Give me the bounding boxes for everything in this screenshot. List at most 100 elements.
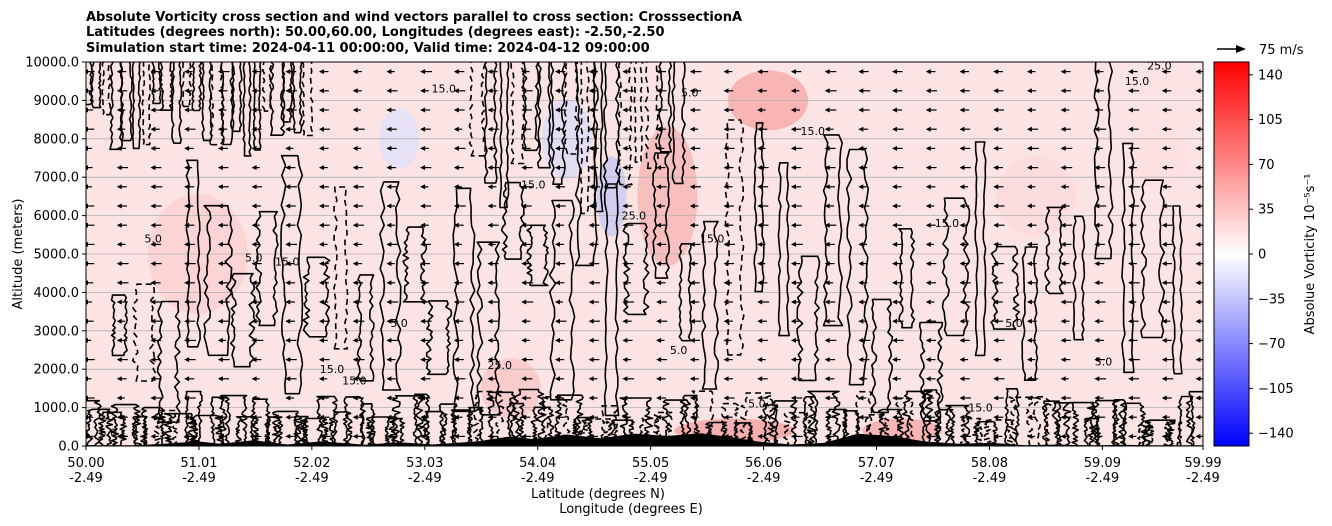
x-tick-label-lon: -2.49: [182, 471, 216, 486]
contour-label: 15.0: [432, 83, 457, 96]
wind-vector-head: [790, 222, 796, 228]
wind-vector-head: [521, 299, 527, 305]
wind-vector-head: [420, 145, 426, 151]
wind-vector-head: [622, 165, 628, 171]
wind-vector-head: [521, 165, 527, 171]
wind-vector-head: [386, 145, 392, 151]
wind-vector-head: [386, 107, 392, 113]
contour-line: [661, 399, 692, 446]
wind-vector-head: [1060, 107, 1066, 113]
wind-vector-head: [1128, 280, 1134, 286]
wind-vector-head: [386, 414, 392, 420]
wind-vector-head: [116, 357, 122, 363]
wind-vector-head: [1094, 69, 1100, 75]
contour-line: [644, 62, 660, 170]
contour-label: 15.0: [1125, 75, 1150, 88]
contour-line: [691, 390, 715, 446]
wind-vector-head: [420, 88, 426, 94]
wind-vector-head: [318, 145, 324, 151]
wind-vector-head: [757, 433, 763, 439]
wind-vector-head: [959, 165, 965, 171]
wind-vector-head: [925, 280, 931, 286]
shading-patch: [1129, 128, 1190, 188]
wind-vector-head: [386, 280, 392, 286]
wind-vector-head: [656, 376, 662, 382]
wind-vector-head: [656, 203, 662, 209]
contour-label: 5.0: [144, 232, 162, 245]
wind-vector-head: [892, 299, 898, 305]
wind-vector-head: [1128, 261, 1134, 267]
wind-vector-head: [386, 433, 392, 439]
wind-vector-head: [487, 299, 493, 305]
title-line-1: Absolute Vorticity cross section and win…: [86, 10, 742, 25]
contour-line: [653, 411, 673, 446]
wind-vector-head: [521, 222, 527, 228]
wind-vector-head: [453, 222, 459, 228]
wind-vector-head: [689, 318, 695, 324]
wind-vector-head: [824, 318, 830, 324]
wind-vector-head: [993, 203, 999, 209]
wind-vector-head: [689, 299, 695, 305]
contour-line: [762, 404, 779, 446]
wind-vector-head: [285, 299, 291, 305]
wind-vector-head: [1094, 376, 1100, 382]
wind-vector-head: [1094, 337, 1100, 343]
wind-vector-head: [352, 299, 358, 305]
wind-vector-head: [1094, 222, 1100, 228]
contour-line: [184, 390, 203, 446]
wind-vector-head: [824, 69, 830, 75]
contour-line: [280, 154, 304, 395]
wind-vector-head: [217, 299, 223, 305]
wind-vector-head: [656, 184, 662, 190]
wind-vector-head: [824, 88, 830, 94]
wind-vector-head: [1195, 165, 1201, 171]
wind-vector-head: [352, 88, 358, 94]
wind-vector-head: [521, 88, 527, 94]
wind-vector-head: [1026, 107, 1032, 113]
wind-vector-head: [723, 184, 729, 190]
wind-vector-head: [1094, 299, 1100, 305]
wind-vector-head: [1026, 165, 1032, 171]
contour-label: 15.0: [968, 401, 993, 414]
wind-vector-head: [318, 318, 324, 324]
wind-vector-head: [285, 165, 291, 171]
wind-vector-head: [1094, 107, 1100, 113]
wind-vector-head: [285, 318, 291, 324]
contour-line: [101, 62, 112, 116]
wind-vector-head: [588, 88, 594, 94]
wind-vector-head: [1195, 261, 1201, 267]
wind-vector-head: [554, 376, 560, 382]
wind-vector-head: [858, 126, 864, 132]
wind-vector-head: [554, 241, 560, 247]
wind-vector-head: [1128, 414, 1134, 420]
wind-vector-head: [285, 126, 291, 132]
wind-vector-head: [251, 395, 257, 401]
contour-line: [1008, 396, 1042, 446]
x-axis: 50.00-2.4951.01-2.4952.02-2.4953.03-2.49…: [67, 446, 1222, 486]
contour-line: [845, 148, 870, 386]
wind-vector-head: [453, 280, 459, 286]
wind-vector-head: [420, 357, 426, 363]
wind-vector-head: [318, 414, 324, 420]
wind-vector-head: [1094, 203, 1100, 209]
wind-vector-head: [892, 376, 898, 382]
contour-label: 5.0: [748, 398, 766, 411]
wind-vector-head: [217, 222, 223, 228]
wind-vector-head: [925, 414, 931, 420]
wind-vector-head: [622, 69, 628, 75]
wind-vector-head: [858, 357, 864, 363]
wind-vector-head: [1128, 337, 1134, 343]
wind-vector-head: [217, 69, 223, 75]
wind-vector-head: [1060, 222, 1066, 228]
wind-vector-head: [386, 318, 392, 324]
shading-patch: [996, 156, 1077, 237]
contour-line: [941, 197, 971, 337]
wind-vector-head: [184, 433, 190, 439]
wind-vector-head: [1094, 395, 1100, 401]
wind-vector-head: [150, 222, 156, 228]
wind-vector-head: [521, 145, 527, 151]
contour-line: [1111, 399, 1128, 446]
contour-line: [141, 62, 152, 146]
wind-vector-head: [959, 88, 965, 94]
wind-vector-head: [790, 165, 796, 171]
